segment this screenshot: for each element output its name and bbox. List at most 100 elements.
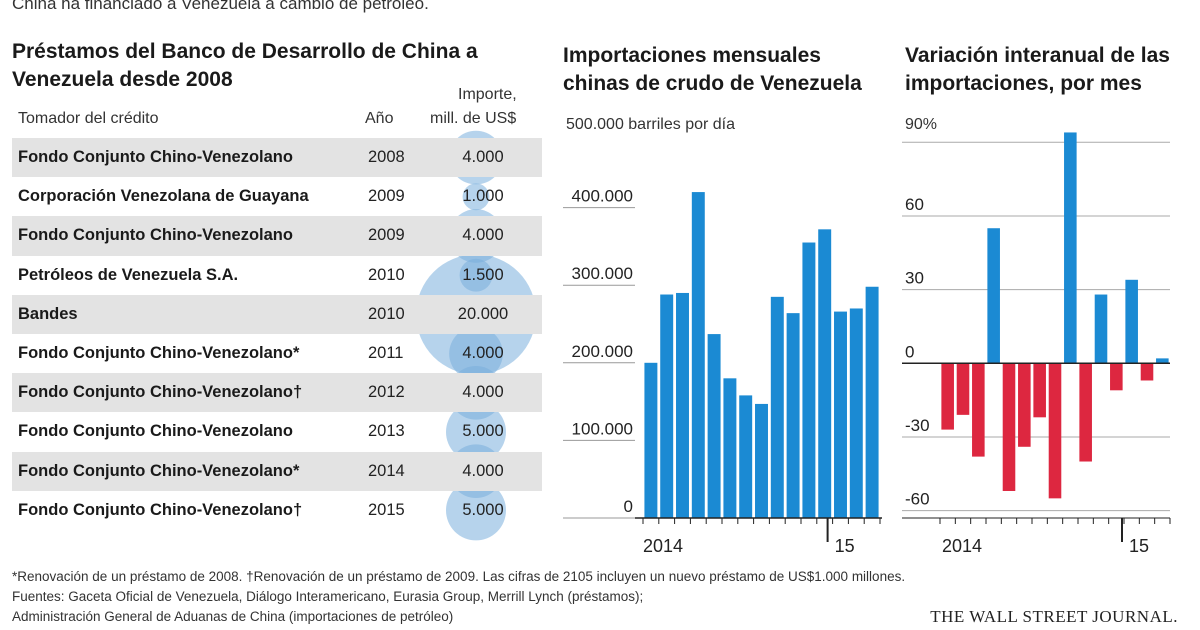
bar	[1110, 363, 1123, 391]
x-tick-label: 15	[1129, 536, 1149, 556]
intro-text: China ha financiado a Venezuela a cambio…	[12, 0, 429, 13]
row-borrower: Fondo Conjunto Chino-Venezolano	[18, 148, 293, 167]
bar	[1140, 363, 1154, 381]
bar	[834, 311, 847, 518]
row-year: 2012	[368, 383, 405, 402]
row-amount: 4.000	[462, 148, 504, 167]
chart1-title-line1: Importaciones mensuales	[563, 44, 821, 67]
row-borrower: Fondo Conjunto Chino-Venezolano	[18, 422, 293, 441]
row-amount: 4.000	[462, 383, 504, 402]
col-header-amount-line2: mill. de US$	[430, 110, 517, 127]
table-row: Fondo Conjunto Chino-Venezolano† 2012 4.00…	[12, 373, 542, 413]
y-tick-label: -60	[905, 490, 930, 509]
row-amount: 1.000	[462, 187, 504, 206]
bar	[1156, 358, 1169, 364]
bar	[1033, 363, 1046, 418]
bar	[691, 192, 705, 518]
table-row: Fondo Conjunto Chino-Venezolano 2009 4.000	[12, 216, 542, 256]
y-tick-label: 100.000	[572, 419, 633, 438]
y-tick-label: 30	[905, 269, 924, 288]
x-tick-label: 2014	[942, 536, 982, 556]
footnote-1: *Renovación de un préstamo de 2008. †Ren…	[12, 569, 906, 584]
y-tick-label: 60	[905, 195, 924, 214]
bar	[1048, 363, 1062, 499]
col-header-borrower: Tomador del crédito	[18, 110, 159, 127]
chart1-title-line2: chinas de crudo de Venezuela	[563, 72, 862, 95]
bar	[956, 363, 970, 415]
bar	[786, 313, 800, 518]
table-row: Fondo Conjunto Chino-Venezolano 2013 5.000	[12, 412, 542, 451]
x-tick-label: 2014	[643, 536, 683, 556]
chart1-title: Importaciones mensuales chinas de crudo …	[563, 42, 862, 98]
bar	[770, 296, 784, 518]
row-borrower: Fondo Conjunto Chino-Venezolano	[18, 226, 293, 245]
y-tick-label: 200.000	[572, 342, 633, 361]
row-amount: 5.000	[462, 500, 504, 519]
table-title-line2: Venezuela desde 2008	[12, 68, 233, 91]
bar	[941, 363, 954, 430]
row-borrower: Fondo Conjunto Chino-Venezolano†	[18, 383, 303, 402]
table-row: Corporación Venezolana de Guayana 2009 1.0…	[12, 177, 542, 216]
row-amount: 4.000	[462, 226, 504, 245]
row-amount: 4.000	[462, 461, 504, 480]
bar	[1064, 132, 1077, 364]
row-year: 2011	[368, 344, 404, 363]
row-amount: 4.000	[462, 344, 504, 363]
wsj-logo: THE WALL STREET JOURNAL.	[930, 607, 1178, 626]
bar	[739, 395, 753, 518]
table-title-line1: Préstamos del Banco de Desarrollo de Chi…	[12, 40, 478, 63]
table-row: Bandes 2010 20.000	[12, 294, 542, 334]
chart1-ylabel: 500.000 barriles por día	[566, 116, 735, 133]
bar	[660, 294, 674, 518]
table-row: Fondo Conjunto Chino-Venezolano 2008 4.000	[12, 138, 542, 178]
bar	[723, 378, 737, 518]
row-amount: 1.500	[462, 265, 504, 284]
bar	[865, 286, 879, 518]
row-year: 2008	[368, 148, 405, 167]
table-row: Fondo Conjunto Chino-Venezolano* 2011 4.00…	[12, 334, 542, 373]
y-tick-label: 300.000	[572, 264, 633, 283]
chart2-bar-chart: -60 -30 0 30 60 2014 15	[902, 132, 1171, 556]
row-year: 2010	[368, 304, 405, 323]
table-row: Fondo Conjunto Chino-Venezolano* 2014 4.00…	[12, 451, 542, 491]
row-borrower: Fondo Conjunto Chino-Venezolano*	[18, 461, 300, 480]
row-borrower: Bandes	[18, 304, 78, 323]
x-tick-label: 15	[835, 536, 855, 556]
bar	[1094, 294, 1108, 364]
bar	[707, 334, 721, 518]
row-year: 2009	[368, 226, 405, 245]
table-row: Fondo Conjunto Chino-Venezolano† 2015 5.00…	[12, 491, 542, 530]
row-year: 2015	[368, 500, 405, 519]
row-year: 2014	[368, 461, 405, 480]
footnote-2: Fuentes: Gaceta Oficial de Venezuela, Di…	[12, 589, 644, 604]
y-tick-label: -30	[905, 416, 930, 435]
row-borrower: Fondo Conjunto Chino-Venezolano†	[18, 500, 303, 519]
col-header-year: Año	[365, 110, 394, 127]
chart2-title-line1: Variación interanual de las	[905, 44, 1170, 67]
row-amount: 20.000	[457, 304, 509, 323]
bar	[987, 228, 1000, 364]
row-year: 2010	[368, 265, 405, 284]
bar	[1125, 279, 1138, 364]
table-row: Petróleos de Venezuela S.A. 2010 1.500	[12, 256, 542, 295]
chart2-ylabel: 90%	[905, 116, 938, 133]
bar	[1002, 363, 1016, 491]
y-tick-label: 0	[624, 497, 633, 516]
chart2-title: Variación interanual de las importacione…	[905, 42, 1170, 98]
bar	[802, 242, 816, 518]
bar	[755, 403, 768, 518]
chart2-title-line2: importaciones, por mes	[905, 72, 1142, 95]
footnote-3: Administración General de Aduanas de Chi…	[12, 609, 454, 624]
col-header-amount-line1: Importe,	[458, 86, 517, 103]
row-year: 2009	[368, 187, 405, 206]
row-borrower: Fondo Conjunto Chino-Venezolano*	[18, 344, 300, 363]
bar	[818, 229, 832, 518]
y-tick-label: 0	[905, 342, 914, 361]
bar	[1079, 363, 1092, 462]
table-title: Préstamos del Banco de Desarrollo de Chi…	[12, 38, 478, 94]
bar	[676, 292, 689, 518]
bar	[644, 362, 658, 518]
loan-table: Fondo Conjunto Chino-Venezolano 2008 4.000…	[12, 138, 542, 530]
bar	[972, 363, 985, 457]
row-amount: 5.000	[462, 422, 504, 441]
